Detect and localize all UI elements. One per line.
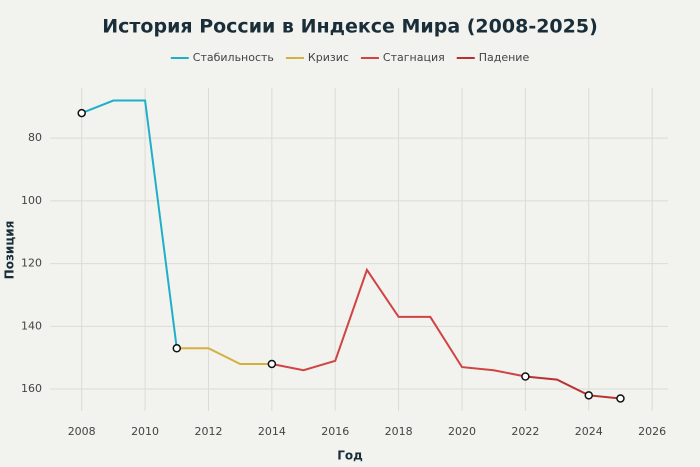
y-tick-label: 160	[21, 382, 42, 395]
legend: Стабильность Кризис Стагнация Падение	[170, 51, 530, 64]
x-tick-label: 2016	[321, 425, 349, 438]
legend-label: Стагнация	[383, 51, 445, 64]
line	[81, 99, 178, 349]
y-tick-label: 80	[28, 131, 42, 144]
x-tick-label: 2012	[194, 425, 222, 438]
line	[271, 267, 526, 378]
y-tick-label: 120	[21, 257, 42, 270]
line	[176, 347, 272, 365]
highlight-point	[77, 108, 86, 118]
x-tick-label: 2010	[131, 425, 159, 438]
highlight-point	[172, 344, 182, 353]
x-tick-label: 2024	[575, 425, 603, 438]
y-tick-label: 100	[21, 194, 42, 207]
line	[525, 375, 621, 400]
x-tick-label: 2022	[511, 425, 539, 438]
legend-label: Падение	[479, 51, 530, 64]
highlight-point	[584, 391, 594, 400]
x-tick-label: 2026	[638, 425, 666, 438]
highlight-point	[616, 394, 625, 403]
x-tick-label: 2018	[385, 425, 413, 438]
legend-label: Стабильность	[193, 51, 274, 64]
y-tick-label: 140	[21, 319, 42, 332]
x-tick-label: 2020	[448, 425, 476, 438]
y-axis-label: Позиция	[3, 221, 17, 280]
highlight-point	[267, 359, 277, 369]
legend-label: Кризис	[308, 51, 349, 64]
highlight-point	[521, 372, 530, 381]
x-tick-label: 2008	[68, 425, 96, 438]
x-tick-label: 2014	[258, 425, 286, 438]
chart-title: История России в Индексе Мира (2008-2025…	[102, 16, 598, 38]
x-axis-label: Год	[337, 449, 363, 463]
